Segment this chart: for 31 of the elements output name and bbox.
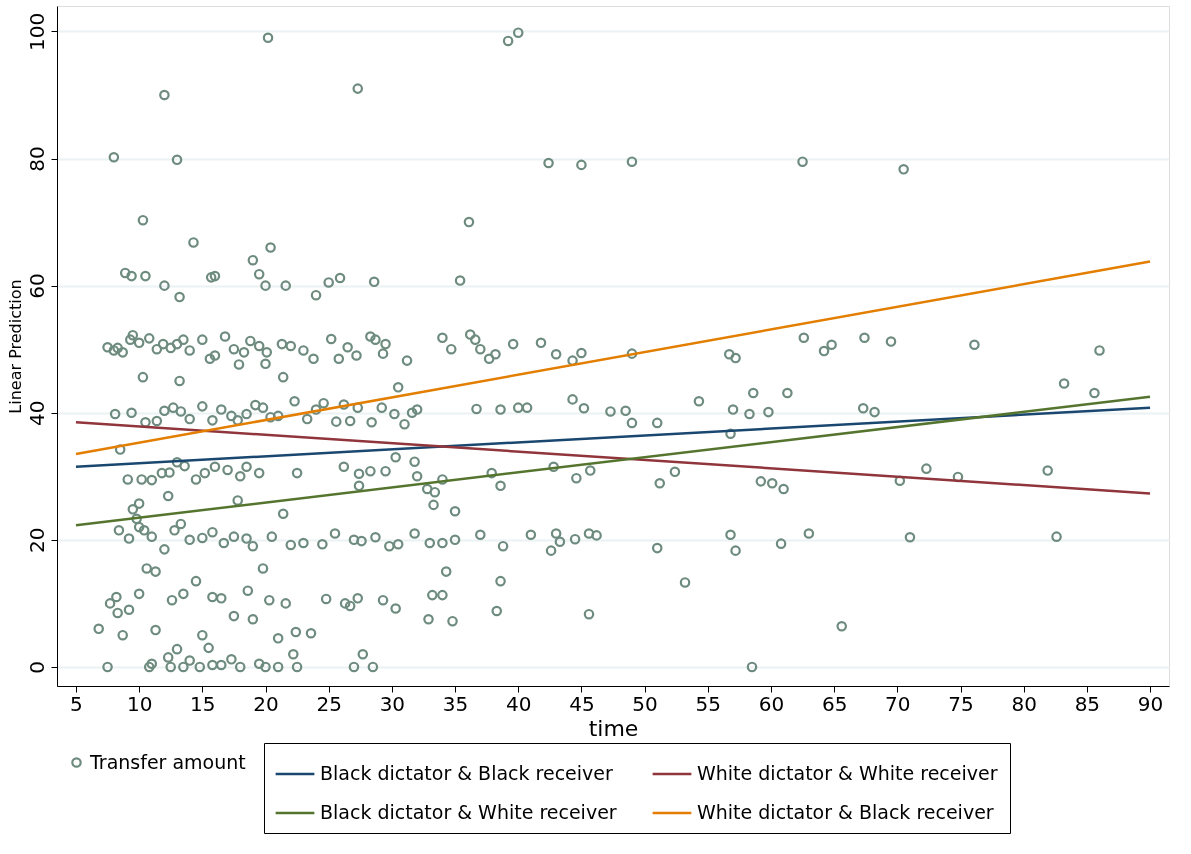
x-tick-label: 50	[632, 691, 658, 716]
x-tick-label: 10	[126, 691, 153, 716]
y-tick-label: 40	[24, 400, 49, 426]
x-tick-label: 25	[316, 691, 342, 716]
y-tick-label: 80	[24, 146, 49, 172]
x-tick-label: 35	[442, 691, 469, 716]
x-tick-label: 65	[821, 691, 848, 716]
y-tick-label: 20	[24, 527, 49, 554]
x-tick-label: 15	[190, 691, 216, 716]
x-tick-label: 85	[1074, 691, 1101, 716]
x-tick-label: 55	[695, 691, 721, 716]
legend-label: Black dictator & White receiver	[320, 801, 617, 823]
y-axis-title: Linear Prediction	[5, 279, 25, 414]
legend-label: White dictator & White receiver	[697, 762, 998, 784]
x-tick-label: 45	[569, 691, 595, 716]
y-tick-label: 60	[24, 273, 49, 299]
x-tick-label: 5	[70, 691, 83, 716]
x-tick-label: 30	[379, 691, 406, 716]
x-tick-label: 60	[758, 691, 785, 716]
legend-label: Transfer amount	[89, 750, 246, 773]
x-tick-label: 40	[506, 691, 532, 716]
x-axis-title: time	[588, 715, 639, 741]
x-tick-label: 80	[1011, 691, 1037, 716]
y-tick-label: 100	[24, 12, 49, 52]
x-tick-label: 20	[253, 691, 279, 716]
y-tick-label: 0	[24, 661, 49, 674]
legend-label: White dictator & Black receiver	[697, 801, 994, 823]
x-tick-label: 75	[948, 691, 974, 716]
x-tick-label: 70	[885, 691, 911, 716]
x-tick-label: 90	[1137, 691, 1164, 716]
legend-label: Black dictator & Black receiver	[320, 762, 613, 784]
